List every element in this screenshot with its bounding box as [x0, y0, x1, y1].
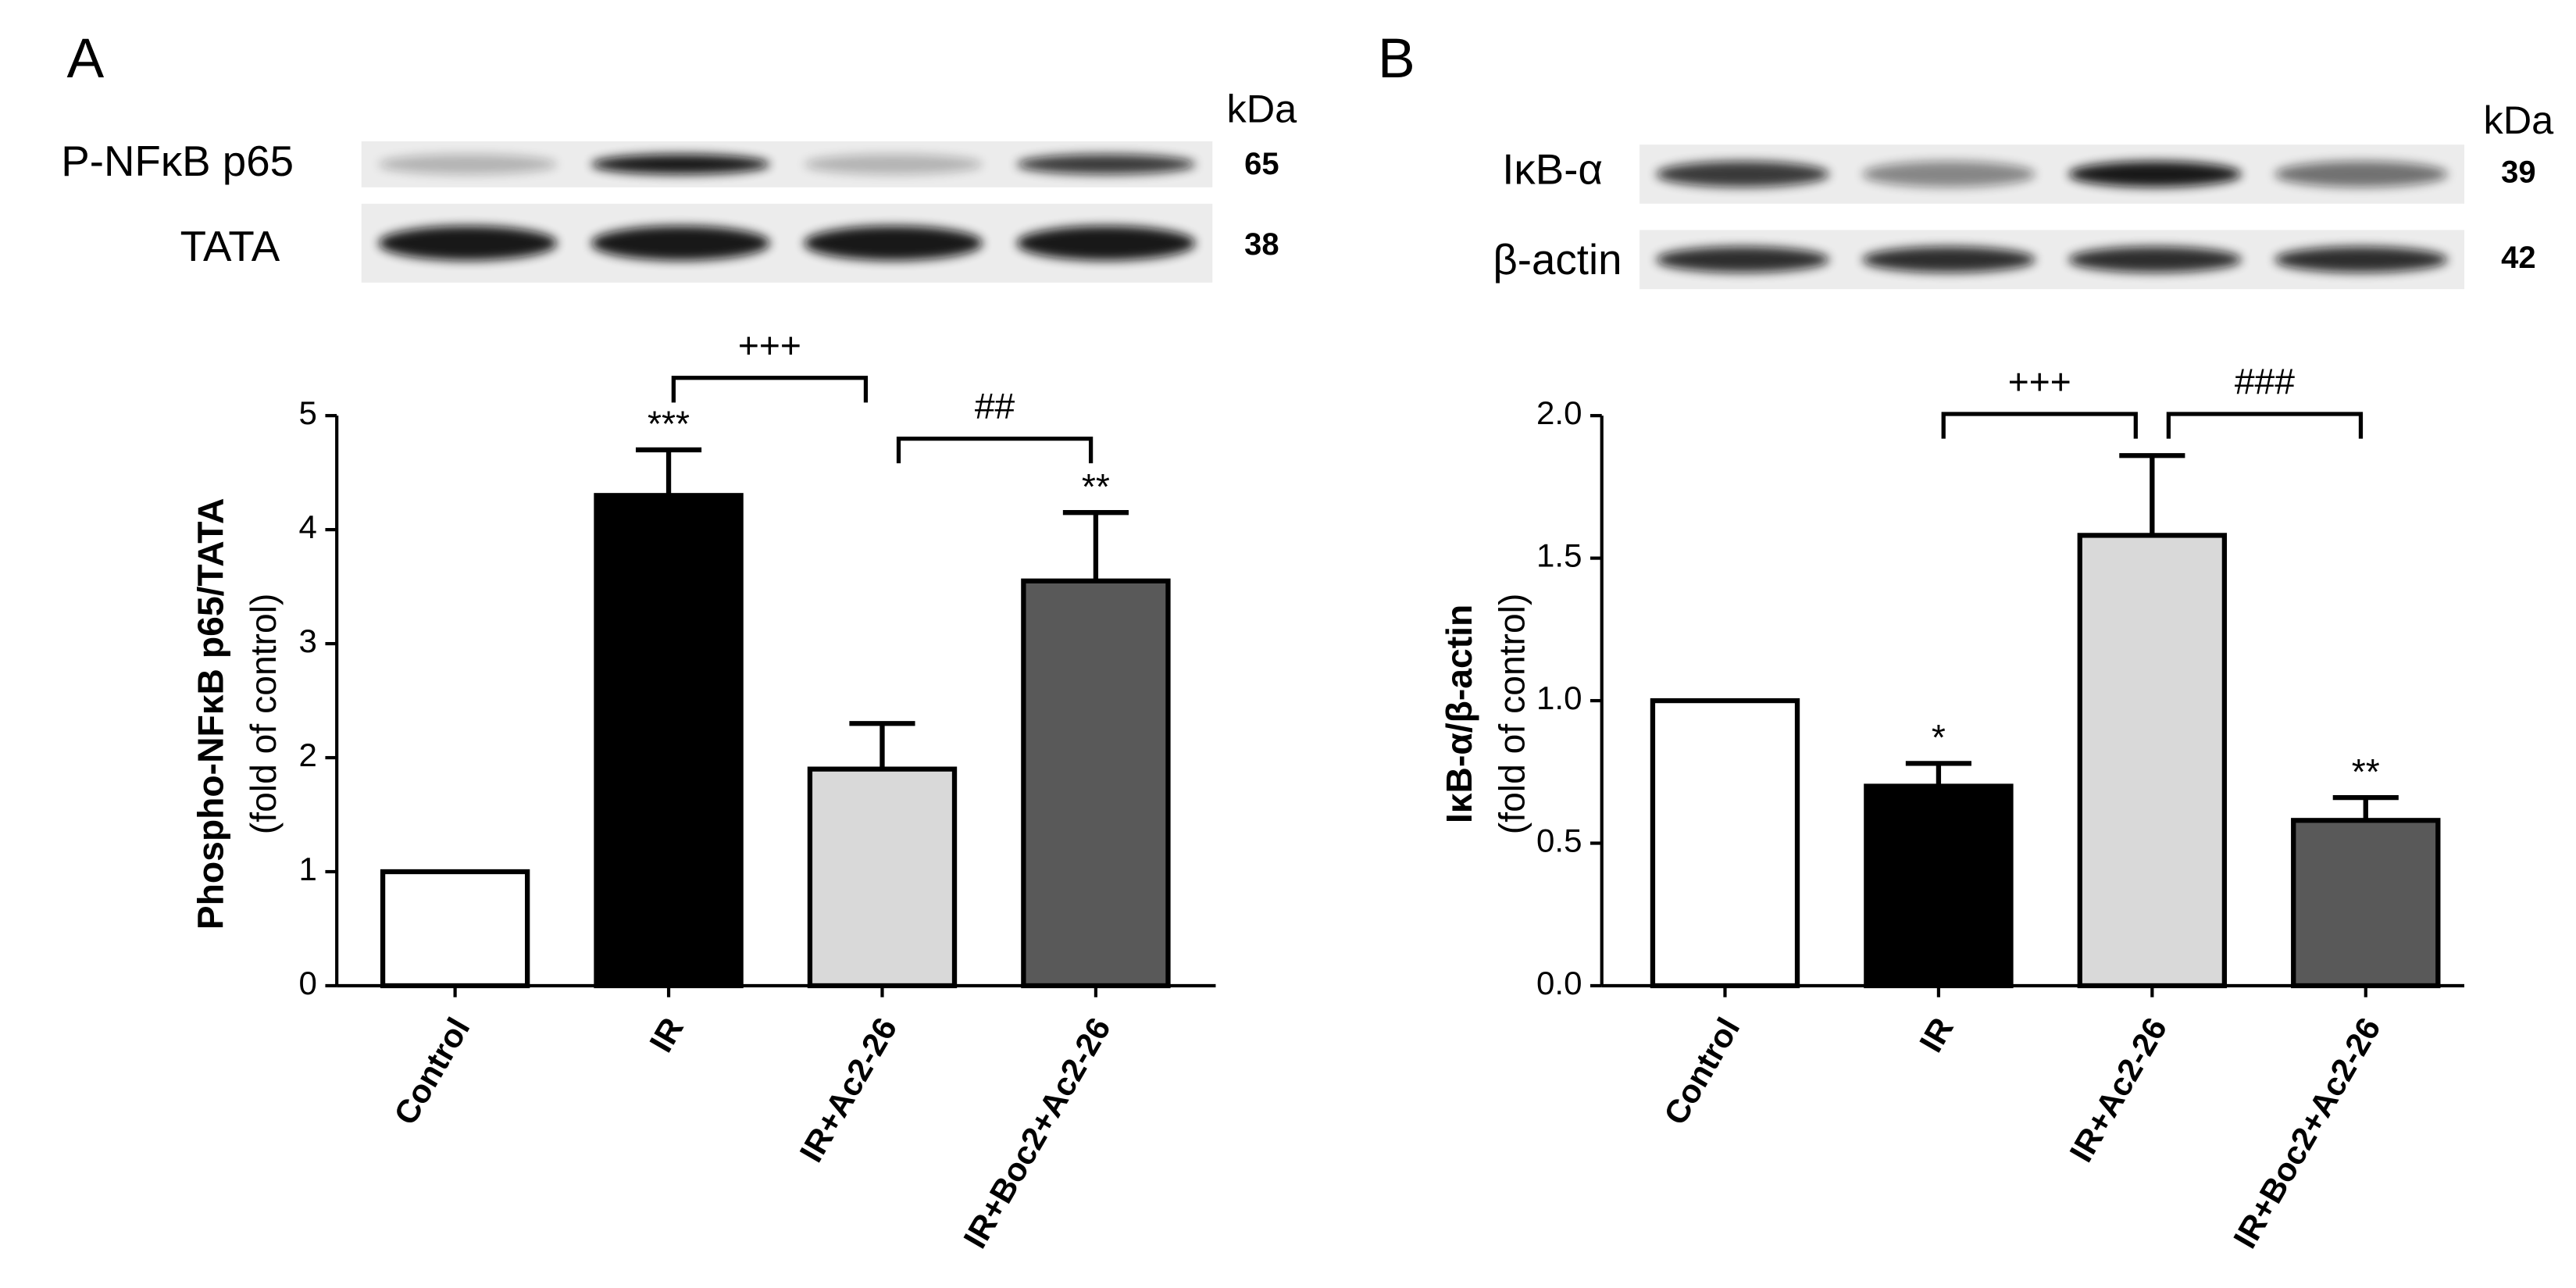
blot-band	[1016, 226, 1196, 261]
comparison-label: +++	[738, 325, 801, 366]
blot-band	[1862, 246, 2035, 273]
blot-band	[378, 226, 558, 261]
x-tick-label: IR	[1912, 1011, 1961, 1058]
blot-band	[2068, 161, 2242, 187]
comparison-bracket	[896, 436, 1094, 464]
bar	[594, 493, 744, 989]
blot-kda: 38	[1244, 227, 1279, 262]
bar	[1864, 783, 2014, 989]
x-tick-label: IR+Boc2+Ac2-26	[956, 1011, 1118, 1254]
blot-kda: 39	[2501, 155, 2535, 190]
blot-band	[2275, 246, 2448, 273]
y-axis-label-sub: (fold of control)	[1491, 594, 1532, 835]
y-tick-label: 1.0	[1536, 680, 1582, 716]
blot-band	[378, 154, 558, 175]
y-tick-label: 1	[299, 851, 317, 887]
kda-header: kDa	[2484, 98, 2555, 142]
blot-kda: 65	[1244, 147, 1279, 181]
x-tick-label: Control	[387, 1011, 476, 1131]
y-tick-label: 0	[299, 965, 317, 1001]
comparison-bracket	[1941, 412, 2138, 439]
blot-band	[590, 154, 770, 175]
blot-band	[1016, 154, 1196, 175]
y-tick-label: 1.5	[1536, 537, 1582, 574]
y-tick-label: 0.5	[1536, 822, 1582, 859]
bar	[2077, 533, 2228, 989]
comparison-label: ##	[975, 386, 1015, 426]
y-tick-label: 0.0	[1536, 965, 1582, 1001]
comparison-label: ###	[2235, 361, 2295, 401]
y-axis-label: Phospho-NFκB p65/TATA	[191, 498, 231, 930]
bar	[1021, 578, 1171, 989]
y-tick-label: 5	[299, 394, 317, 431]
bar	[380, 869, 530, 989]
comparison-bracket	[671, 376, 869, 403]
y-axis-label: IκB-α/β-actin	[1439, 605, 1479, 823]
blot-label: IκB-α	[1502, 144, 1603, 193]
blot-label: P-NFκB p65	[61, 137, 294, 185]
bar	[807, 766, 958, 989]
panel-label: B	[1378, 27, 1415, 90]
comparison-bracket	[2166, 412, 2364, 439]
blot-band	[1656, 246, 1829, 273]
x-tick-label: IR+Ac2-26	[792, 1011, 904, 1168]
blot-band	[804, 154, 983, 175]
blot-band	[1656, 161, 1829, 187]
blot-band	[2275, 161, 2448, 187]
y-tick-label: 3	[299, 623, 317, 659]
y-tick-label: 2.0	[1536, 394, 1582, 431]
y-tick-label: 4	[299, 508, 317, 545]
x-tick-label: Control	[1657, 1011, 1746, 1131]
blot-band	[590, 226, 770, 261]
kda-header: kDa	[1226, 86, 1297, 130]
blot-band	[1862, 161, 2035, 187]
significance-mark: **	[2352, 751, 2380, 792]
x-tick-label: IR	[642, 1011, 690, 1058]
y-axis-label-sub: (fold of control)	[243, 594, 284, 835]
bar	[2291, 818, 2441, 989]
x-tick-label: IR+Boc2+Ac2-26	[2226, 1011, 2388, 1254]
x-tick-label: IR+Ac2-26	[2062, 1011, 2174, 1168]
bar	[1650, 698, 1800, 989]
y-tick-label: 2	[299, 737, 317, 773]
significance-mark: ***	[648, 404, 690, 444]
blot-label: β-actin	[1493, 235, 1622, 284]
panel-label: A	[67, 27, 105, 90]
blot-label: TATA	[180, 222, 280, 270]
blot-band	[2068, 246, 2242, 273]
blot-band	[804, 226, 983, 261]
significance-mark: **	[1082, 466, 1110, 507]
significance-mark: *	[1932, 717, 1946, 758]
comparison-label: +++	[2008, 361, 2071, 401]
blot-kda: 42	[2501, 241, 2535, 275]
